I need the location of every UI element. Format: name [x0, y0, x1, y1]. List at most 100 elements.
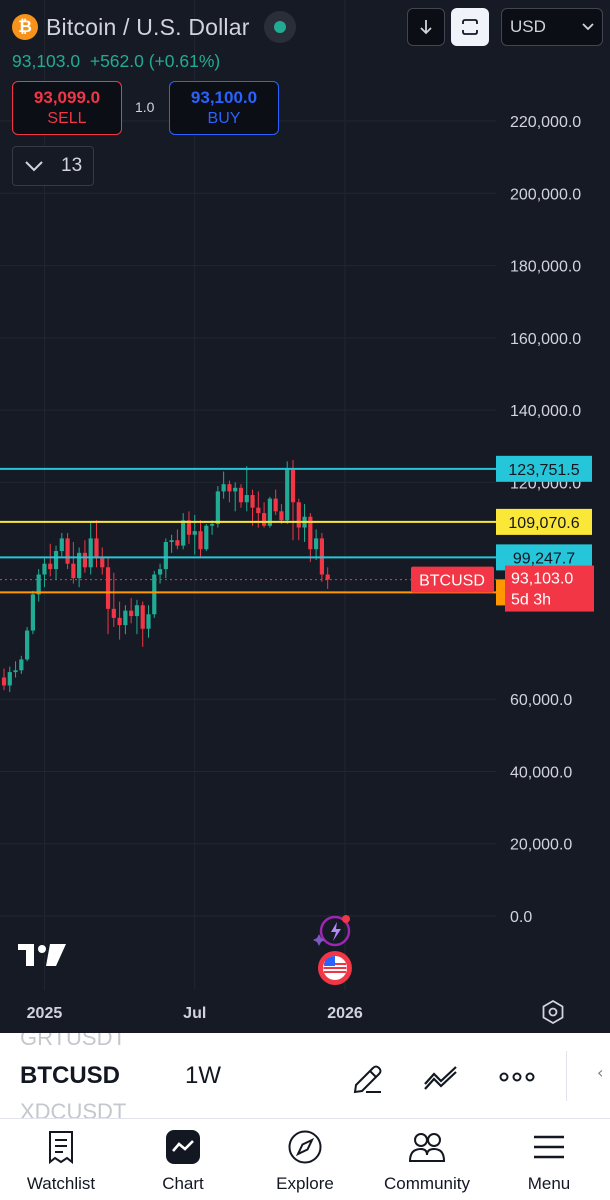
- candle-body[interactable]: [325, 574, 330, 580]
- candle-body[interactable]: [169, 540, 174, 543]
- candle-body[interactable]: [285, 469, 290, 521]
- ai-assistant-icon[interactable]: [313, 914, 353, 948]
- candle-body[interactable]: [296, 502, 301, 528]
- candle-body[interactable]: [25, 630, 30, 660]
- candle-body[interactable]: [215, 491, 220, 524]
- previous-symbol[interactable]: GRTUSDT: [20, 1033, 126, 1050]
- candle-body[interactable]: [48, 563, 53, 570]
- candle-body[interactable]: [42, 563, 47, 575]
- spread-value: 1.0: [135, 99, 155, 115]
- y-tick-label: 0.0: [510, 909, 532, 926]
- candle-body[interactable]: [267, 498, 272, 526]
- candle-body[interactable]: [94, 538, 99, 559]
- candle-body[interactable]: [105, 567, 111, 609]
- candle-body[interactable]: [152, 574, 157, 615]
- interval-selector[interactable]: 1W: [185, 1062, 221, 1089]
- candle-body[interactable]: [290, 469, 296, 503]
- symbol-title[interactable]: Bitcoin / U.S. Dollar: [46, 13, 250, 40]
- sell-button[interactable]: 93,099.0 SELL: [12, 81, 122, 135]
- candle-body[interactable]: [146, 614, 151, 629]
- nav-label: Menu: [527, 1174, 571, 1193]
- drawing-tools-button[interactable]: [348, 1058, 386, 1096]
- candle-body[interactable]: [314, 538, 319, 550]
- current-price-tag: [505, 565, 594, 612]
- level-price-label: 99,247.7: [513, 550, 575, 567]
- candle-body[interactable]: [256, 507, 261, 514]
- candle-body[interactable]: [192, 531, 197, 535]
- candle-body[interactable]: [175, 540, 180, 546]
- indicators-toggle-button[interactable]: 13: [12, 146, 94, 186]
- candle-body[interactable]: [7, 672, 12, 686]
- candle-body[interactable]: [19, 659, 24, 671]
- nav-chart[interactable]: Chart: [122, 1119, 244, 1200]
- candle-body[interactable]: [273, 498, 278, 512]
- candle-body[interactable]: [111, 608, 116, 618]
- candle-body[interactable]: [134, 605, 140, 617]
- candle-body[interactable]: [198, 531, 203, 550]
- candle-body[interactable]: [71, 563, 76, 579]
- candle-body[interactable]: [157, 569, 163, 575]
- candle-body[interactable]: [244, 495, 249, 503]
- candle-body[interactable]: [13, 670, 18, 673]
- x-tick-label: 2026: [327, 1005, 363, 1022]
- chart-icon: [164, 1128, 202, 1166]
- candle-body[interactable]: [117, 617, 122, 626]
- candle-body[interactable]: [209, 523, 215, 526]
- swap-layout-button[interactable]: [451, 8, 489, 46]
- swap-icon: [462, 19, 478, 35]
- arrow-down-button[interactable]: [407, 8, 445, 46]
- indicators-button[interactable]: [422, 1058, 460, 1096]
- candle-body[interactable]: [100, 558, 105, 568]
- indicators-count: 13: [61, 155, 83, 176]
- price-chart[interactable]: 220,000.0 200,000.0 180,000.0 160,000.0 140,…: [0, 0, 610, 1033]
- nav-menu[interactable]: Menu: [488, 1119, 610, 1200]
- candle-body[interactable]: [186, 520, 192, 535]
- chart-settings-icon[interactable]: [540, 999, 566, 1025]
- y-tick-label: 220,000.0: [510, 114, 581, 131]
- candle-body[interactable]: [88, 538, 93, 568]
- chart-area[interactable]: 220,000.0 200,000.0 180,000.0 160,000.0 140,…: [0, 0, 610, 1033]
- scroll-left-icon[interactable]: ‹: [597, 1063, 604, 1082]
- candle-body[interactable]: [204, 525, 209, 550]
- symbol-bar[interactable]: GRTUSDT BTCUSD 1W ‹ XDCUSDT: [0, 1033, 610, 1118]
- candle-body[interactable]: [238, 487, 244, 503]
- next-symbol[interactable]: XDCUSDT: [20, 1099, 127, 1118]
- candle-body[interactable]: [30, 594, 35, 631]
- candle-body[interactable]: [36, 574, 41, 595]
- candle-body[interactable]: [1, 677, 7, 686]
- candle-body[interactable]: [77, 552, 82, 579]
- us-market-flag-icon[interactable]: [318, 951, 352, 985]
- candle-body[interactable]: [233, 487, 238, 492]
- candle-body[interactable]: [227, 484, 232, 492]
- buy-button[interactable]: 93,100.0 BUY: [169, 81, 279, 135]
- candle-body[interactable]: [53, 551, 59, 570]
- tradingview-logo-icon: [18, 944, 66, 966]
- candle-body[interactable]: [163, 542, 168, 570]
- nav-explore[interactable]: Explore: [244, 1119, 366, 1200]
- candle-body[interactable]: [82, 552, 88, 568]
- candle-body[interactable]: [140, 605, 145, 629]
- candle-body[interactable]: [59, 538, 64, 552]
- nav-label: Watchlist: [26, 1174, 96, 1193]
- buy-label: BUY: [207, 109, 241, 127]
- candle-body[interactable]: [65, 538, 70, 564]
- market-status-button[interactable]: [263, 11, 296, 43]
- more-horizontal-icon: [499, 1072, 535, 1082]
- nav-watchlist[interactable]: Watchlist: [0, 1119, 122, 1200]
- nav-community[interactable]: Community: [366, 1119, 488, 1200]
- candle-body[interactable]: [250, 495, 255, 508]
- candle-body[interactable]: [262, 513, 267, 526]
- candle-body[interactable]: [221, 484, 226, 492]
- bar-countdown: 5d 3h: [511, 592, 551, 609]
- x-tick-label: Jul: [183, 1005, 206, 1022]
- candle-body[interactable]: [279, 511, 284, 521]
- watchlist-icon: [42, 1128, 80, 1166]
- candle-body[interactable]: [308, 516, 313, 550]
- currency-select[interactable]: USD: [501, 8, 603, 46]
- candle-body[interactable]: [129, 610, 134, 617]
- more-options-button[interactable]: [498, 1058, 536, 1096]
- us-flag-icon: [323, 955, 347, 980]
- candle-body[interactable]: [123, 610, 128, 626]
- candle-body[interactable]: [181, 520, 186, 546]
- symbol-name[interactable]: BTCUSD: [20, 1062, 120, 1089]
